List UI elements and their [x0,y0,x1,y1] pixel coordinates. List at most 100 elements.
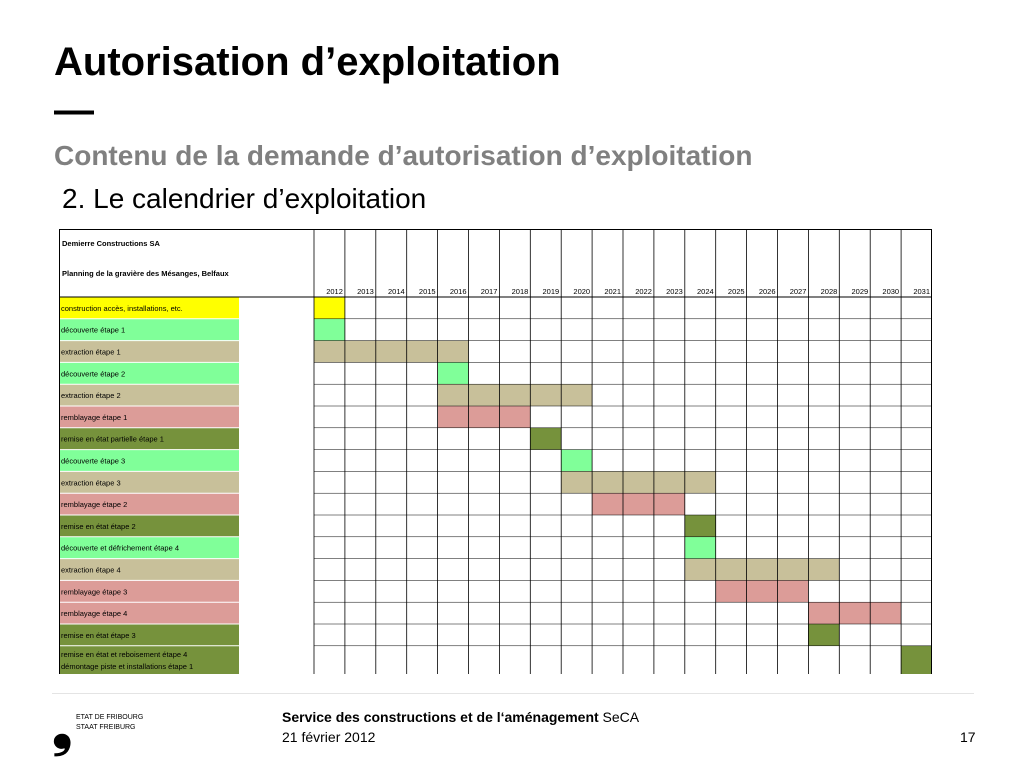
year-label-2017: 2017 [481,287,498,296]
task-label-line2: démontage piste et installations étape 1 [61,662,193,671]
gantt-cell-2028 [808,558,840,581]
task-label-bg [59,471,239,494]
gantt-cell-2026 [746,580,778,603]
gantt-cell-2024 [684,536,716,559]
gantt-cell-2031 [901,645,932,674]
task-label: remise en état et reboisement étape 4 [61,650,187,659]
task-label-bg [59,297,239,319]
task-label-bg [59,602,239,624]
gantt-cell-2019 [530,384,562,406]
footer-service: Service des constructions et de l‘aménag… [282,709,639,725]
task-label: remblayage étape 1 [61,413,127,422]
gantt-cell-2025 [715,558,747,581]
year-label-2028: 2028 [821,287,838,296]
footer-divider [52,693,974,694]
task-label: remise en état étape 3 [61,631,136,640]
gantt-cell-2028 [808,624,840,646]
gantt-cell-2021 [592,493,623,515]
gantt-cell-2023 [653,471,685,494]
gantt-cell-2024 [684,471,716,494]
year-label-2025: 2025 [728,287,745,296]
gantt-cell-2017 [468,384,500,406]
gantt-cell-2028 [808,602,840,624]
task-label-bg [59,624,239,646]
year-label-2027: 2027 [790,287,807,296]
footer-service-name: Service des constructions et de l‘aménag… [282,709,599,725]
gantt-cell-2018 [499,384,531,406]
gantt-cell-2025 [715,580,747,603]
gantt-cell-2026 [746,558,778,581]
gantt-cell-2023 [653,493,685,515]
footer-date: 21 février 2012 [282,729,376,745]
task-label-bg [59,427,239,450]
title-dash: — [54,88,94,132]
task-label-bg [59,384,239,406]
year-label-2030: 2030 [882,287,899,296]
year-label-2029: 2029 [852,287,869,296]
page-number: 17 [960,729,976,745]
year-label-2018: 2018 [512,287,529,296]
task-label: remblayage étape 4 [61,609,127,618]
year-label-2026: 2026 [759,287,776,296]
gantt-cell-2021 [592,471,623,494]
company-name: Demierre Constructions SA [62,239,161,248]
year-label-2016: 2016 [450,287,467,296]
task-label: construction accès, installations, etc. [61,304,183,313]
year-label-2012: 2012 [326,287,343,296]
gantt-cell-2013 [344,340,376,363]
gantt-cell-2022 [623,493,654,515]
task-label: extraction étape 2 [61,391,121,400]
logo-comma-icon: ❟ [52,700,73,757]
gantt-cell-2020 [561,449,593,472]
task-label: découverte étape 2 [61,369,125,378]
gantt-cell-2029 [839,602,871,624]
section-heading: 2. Le calendrier d’exploitation [62,183,427,214]
task-label-bg [59,645,239,674]
gantt-cell-2022 [623,471,654,494]
task-label-bg [59,406,239,428]
task-label: remblayage étape 2 [61,500,127,509]
gantt-cell-2012 [314,318,345,341]
gantt-cell-2018 [499,406,531,428]
task-label-bg [59,515,239,537]
task-label: découverte et défrichement étape 4 [61,544,179,553]
gantt-cell-2020 [561,471,593,494]
gantt-cell-2016 [437,362,469,385]
task-label-bg [59,340,239,363]
task-label-bg [59,536,239,559]
task-label: extraction étape 1 [61,348,121,357]
year-label-2021: 2021 [604,287,621,296]
gantt-cell-2016 [437,340,469,363]
gantt-cell-2027 [777,580,809,603]
year-label-2024: 2024 [697,287,714,296]
task-label-bg [59,558,239,581]
task-label-bg [59,449,239,472]
task-label-bg [59,493,239,515]
task-label: découverte étape 3 [61,457,125,466]
year-label-2015: 2015 [419,287,436,296]
task-label-bg [59,318,239,341]
gantt-cell-2016 [437,406,469,428]
task-label: découverte étape 1 [61,326,125,335]
slide-title: Autorisation d’exploitation [54,40,561,84]
gantt-cell-2012 [314,297,345,319]
task-label-bg [59,362,239,385]
gantt-cell-2016 [437,384,469,406]
logo-text: ETAT DE FRIBOURG STAAT FREIBURG [76,713,143,733]
year-label-2019: 2019 [543,287,560,296]
task-label: remise en état partielle étape 1 [61,435,164,444]
gantt-cell-2027 [777,558,809,581]
logo-line-de: STAAT FREIBURG [76,724,136,731]
planning-table: Demierre Constructions SA Planning de la … [59,229,932,674]
gantt-cell-2024 [684,515,716,537]
slide-subtitle: Contenu de la demande d’autorisation d’e… [54,140,753,171]
task-label: extraction étape 3 [61,478,121,487]
year-label-2031: 2031 [913,287,930,296]
year-label-2020: 2020 [573,287,590,296]
year-label-2013: 2013 [357,287,374,296]
task-label-bg [59,580,239,603]
gantt-cell-2015 [406,340,438,363]
gantt-cell-2020 [561,384,593,406]
gantt-cell-2024 [684,558,716,581]
gantt-cell-2019 [530,427,562,450]
